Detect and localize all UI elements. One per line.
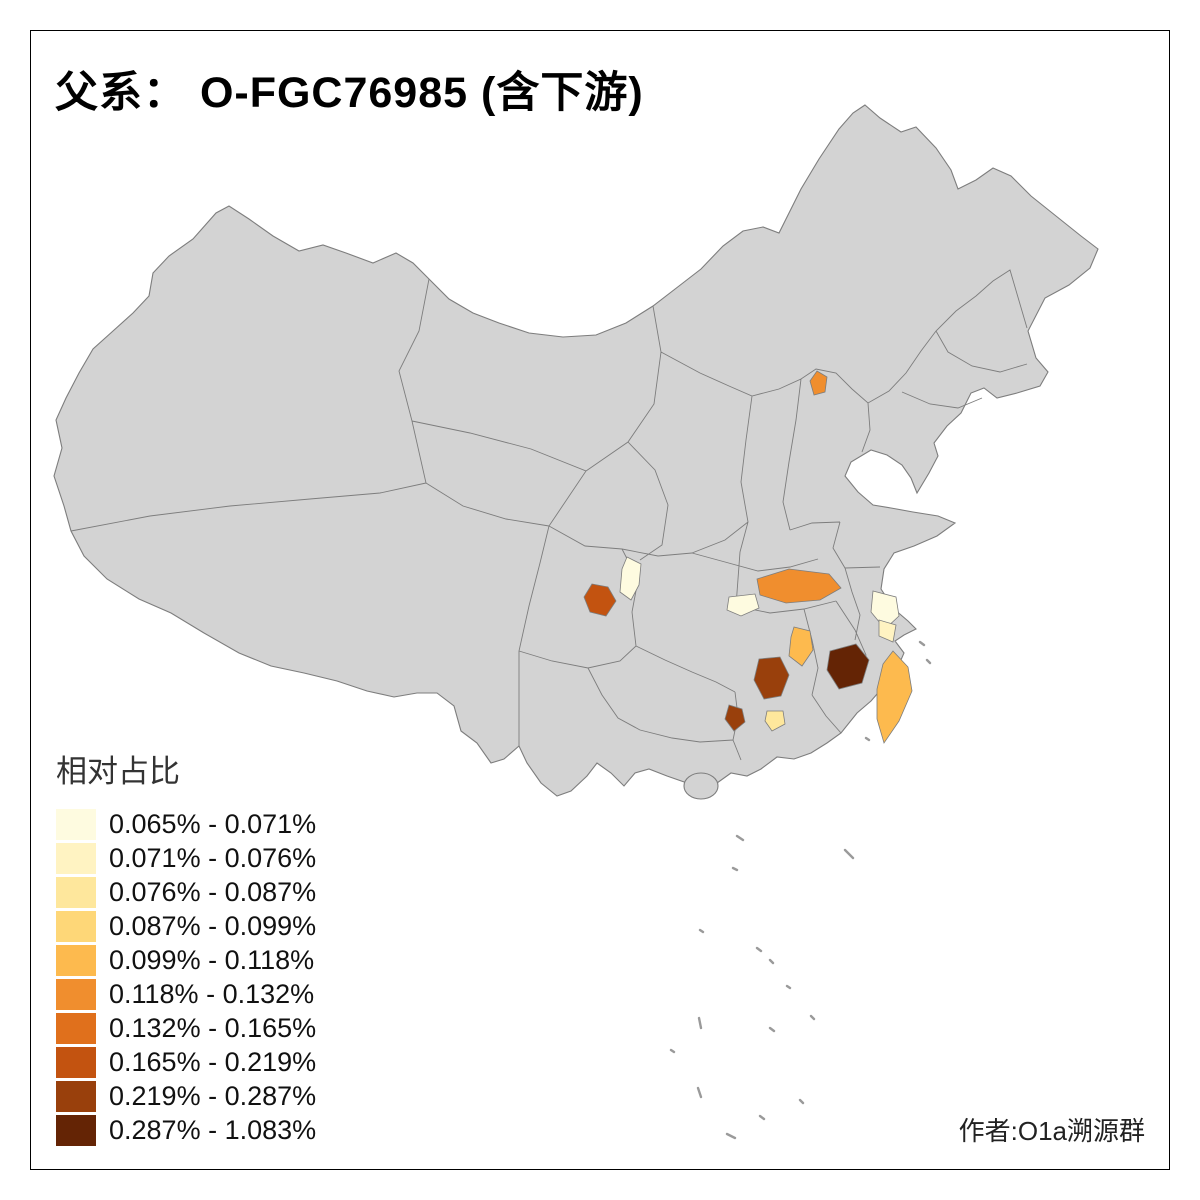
- legend-swatch: [56, 910, 96, 942]
- attribution: 作者:O1a溯源群: [958, 1116, 1145, 1146]
- legend-swatch: [56, 1046, 96, 1078]
- highlight-zhejiang-pale-2: [878, 619, 897, 643]
- legend-item: 0.071% - 0.076%: [56, 841, 316, 875]
- legend-swatch: [56, 1012, 96, 1044]
- legend-item: 0.287% - 1.083%: [56, 1113, 316, 1147]
- legend-swatch: [56, 978, 96, 1010]
- highlight-taiwan-island: [876, 650, 913, 744]
- legend-label: 0.099% - 0.118%: [109, 944, 315, 975]
- legend-item: 0.065% - 0.071%: [56, 807, 316, 841]
- highlight-beijing-area: [809, 370, 828, 396]
- legend-item: 0.165% - 0.219%: [56, 1045, 316, 1079]
- legend-item: 0.118% - 0.132%: [56, 977, 316, 1011]
- legend: 相对占比 0.065% - 0.071% 0.071% - 0.076% 0.076…: [56, 746, 316, 1147]
- legend-swatch: [56, 876, 96, 908]
- legend-swatch: [56, 808, 96, 840]
- legend-item: 0.219% - 0.287%: [56, 1079, 316, 1113]
- legend-label: 0.087% - 0.099%: [109, 910, 317, 941]
- legend-swatch: [56, 1114, 96, 1146]
- legend-label: 0.132% - 0.165%: [109, 1012, 317, 1043]
- legend-swatch: [56, 842, 96, 874]
- legend-items: 0.065% - 0.071% 0.071% - 0.076% 0.076% - 0…: [56, 807, 316, 1147]
- legend-swatch: [56, 944, 96, 976]
- legend-swatch: [56, 1080, 96, 1112]
- hainan-island: [683, 772, 719, 800]
- highlight-hunan-south-dark: [753, 656, 790, 700]
- mainland-china: [53, 104, 1099, 797]
- legend-label: 0.071% - 0.076%: [109, 842, 317, 873]
- legend-label: 0.165% - 0.219%: [109, 1046, 317, 1077]
- highlight-hunan-orange: [788, 626, 814, 667]
- legend-label: 0.076% - 0.087%: [109, 876, 317, 907]
- highlight-hubei-west-pale: [726, 593, 760, 617]
- legend-title: 相对占比: [56, 754, 180, 789]
- legend-label: 0.065% - 0.071%: [109, 808, 317, 839]
- highlight-hubei-orange: [756, 568, 842, 604]
- province-borders: [70, 269, 1028, 761]
- highlight-sichuan-pale: [619, 556, 642, 601]
- highlight-chongqing-dark: [583, 583, 617, 617]
- legend-label: 0.287% - 1.083%: [109, 1114, 317, 1145]
- sea-islands: [669, 640, 932, 1140]
- legend-item: 0.099% - 0.118%: [56, 943, 316, 977]
- highlight-zhejiang-pale-1: [870, 590, 900, 630]
- highlight-fujian-west-darkest: [826, 643, 870, 690]
- legend-item: 0.132% - 0.165%: [56, 1011, 316, 1045]
- legend-item: 0.087% - 0.099%: [56, 909, 316, 943]
- highlight-guangdong-dark: [724, 704, 746, 732]
- legend-label: 0.219% - 0.287%: [109, 1080, 317, 1111]
- highlight-guangdong-pale: [764, 710, 786, 732]
- legend-label: 0.118% - 0.132%: [109, 978, 315, 1009]
- page-title: 父系： O-FGC76985 (含下游): [55, 69, 644, 117]
- legend-item: 0.076% - 0.087%: [56, 875, 316, 909]
